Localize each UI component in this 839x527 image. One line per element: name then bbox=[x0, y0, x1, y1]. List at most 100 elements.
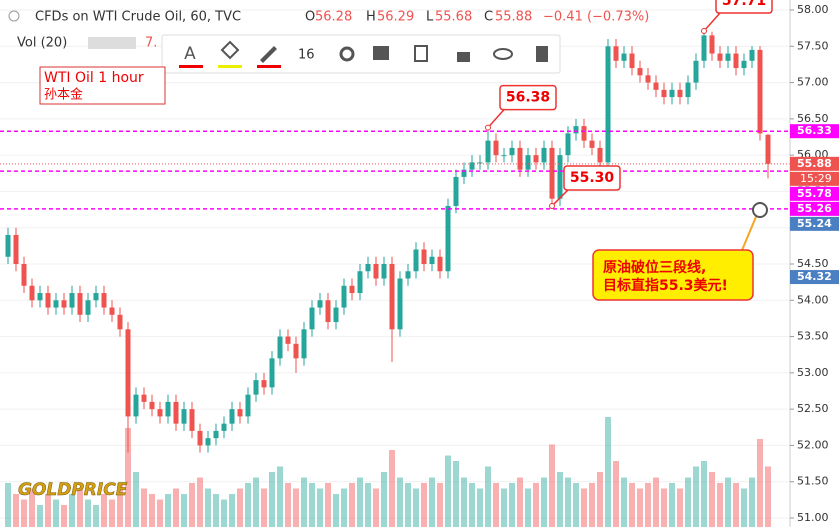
y-tick-label: 56.50 bbox=[797, 112, 829, 125]
candle-body bbox=[477, 162, 483, 164]
volume-bar bbox=[157, 499, 163, 527]
candle-body bbox=[541, 147, 547, 163]
volume-bar bbox=[741, 488, 747, 527]
candle-body bbox=[21, 264, 27, 286]
volume-bar bbox=[573, 483, 579, 527]
candle-body bbox=[357, 271, 363, 294]
volume-value: 7. bbox=[145, 36, 157, 51]
volume-bar bbox=[717, 483, 723, 527]
y-tick-label: 53.50 bbox=[797, 330, 829, 343]
volume-bar bbox=[221, 499, 227, 527]
volume-bar bbox=[405, 483, 411, 527]
candle-body bbox=[597, 147, 603, 163]
candle-body bbox=[445, 205, 451, 272]
volume-bar bbox=[749, 477, 755, 527]
ohlc-value: 56.28 bbox=[315, 10, 352, 25]
candle-body bbox=[605, 46, 611, 163]
font-size[interactable]: 16 bbox=[298, 48, 315, 63]
toolbar-bg bbox=[161, 34, 561, 74]
template-icon[interactable] bbox=[373, 46, 389, 60]
volume-bar bbox=[309, 483, 315, 527]
volume-bar bbox=[509, 483, 515, 527]
candle-body bbox=[629, 53, 635, 69]
candle-body bbox=[589, 140, 595, 148]
volume-bar bbox=[381, 472, 387, 527]
candle-body bbox=[181, 409, 187, 424]
annotation-text: 目标直指55.3美元! bbox=[603, 277, 728, 294]
fill-tool[interactable] bbox=[220, 40, 240, 60]
lock-icon[interactable] bbox=[457, 52, 470, 62]
volume-bar bbox=[477, 488, 483, 527]
volume-bar bbox=[661, 488, 667, 527]
clone-icon[interactable] bbox=[414, 45, 428, 62]
volume-bar bbox=[5, 483, 11, 527]
candle-body bbox=[717, 53, 723, 61]
candle-body bbox=[269, 358, 275, 388]
volume-bar bbox=[413, 488, 419, 527]
ohlc-value: 56.29 bbox=[377, 10, 414, 25]
volume-bar bbox=[373, 488, 379, 527]
candle-body bbox=[261, 380, 267, 388]
volume-bar bbox=[525, 488, 531, 527]
line-tool[interactable] bbox=[260, 46, 277, 63]
price-marker bbox=[790, 201, 839, 216]
volume-bar bbox=[13, 494, 19, 527]
ohlc-label: C bbox=[484, 10, 493, 25]
settings-icon[interactable] bbox=[339, 46, 355, 62]
volume-bar bbox=[541, 477, 547, 527]
volume-bar bbox=[621, 477, 627, 527]
candle-body bbox=[221, 423, 227, 431]
candle-body bbox=[237, 409, 243, 417]
volume-bar bbox=[125, 428, 131, 527]
candle-body bbox=[285, 336, 291, 344]
volume-bar bbox=[709, 472, 715, 527]
volume-bar bbox=[165, 494, 171, 527]
volume-bar bbox=[637, 488, 643, 527]
callout-label: 57.71 bbox=[722, 0, 766, 9]
price-marker-label: 56.33 bbox=[797, 124, 832, 137]
y-tick-label: 54.50 bbox=[797, 257, 829, 270]
candle-body bbox=[61, 300, 67, 308]
volume-bar bbox=[109, 499, 115, 527]
candle-body bbox=[189, 409, 195, 431]
volume-bar bbox=[189, 483, 195, 527]
volume-bar bbox=[29, 488, 35, 527]
candle-body bbox=[749, 49, 755, 61]
candle-body bbox=[685, 82, 691, 98]
candle-body bbox=[149, 401, 155, 410]
candle-body bbox=[125, 329, 131, 417]
candle-body bbox=[341, 285, 347, 308]
candle-body bbox=[581, 126, 587, 141]
text-tool[interactable]: A bbox=[184, 44, 196, 64]
timer-label: 15:29 bbox=[800, 172, 832, 185]
candle-body bbox=[621, 53, 627, 61]
candle-body bbox=[245, 394, 251, 417]
candle-body bbox=[653, 82, 659, 90]
y-tick-label: 52.50 bbox=[797, 402, 829, 415]
volume-bar bbox=[765, 466, 771, 527]
annotation-pointer bbox=[739, 211, 759, 256]
volume-bar bbox=[605, 417, 611, 527]
volume-bar bbox=[149, 494, 155, 527]
level-lines bbox=[0, 130, 790, 210]
volume-bar bbox=[693, 466, 699, 527]
volume-bar bbox=[277, 466, 283, 527]
candle-body bbox=[405, 271, 411, 279]
callout-anchor bbox=[701, 28, 707, 35]
volume-bar bbox=[253, 477, 259, 527]
visibility-icon[interactable] bbox=[493, 48, 513, 60]
candle-body bbox=[709, 35, 715, 54]
candle-body bbox=[157, 409, 163, 417]
delete-icon[interactable] bbox=[536, 46, 548, 62]
indicator-buttons[interactable] bbox=[88, 37, 136, 49]
volume-bar bbox=[205, 488, 211, 527]
candle-layer bbox=[5, 31, 771, 453]
color-swatch bbox=[218, 65, 242, 68]
y-tick-label: 52.00 bbox=[797, 438, 829, 451]
candle-body bbox=[333, 307, 339, 323]
candle-body bbox=[509, 147, 515, 156]
candle-body bbox=[309, 307, 315, 330]
candle-body bbox=[637, 68, 643, 76]
candle-body bbox=[93, 293, 99, 301]
y-tick-label: 53.00 bbox=[797, 366, 829, 379]
